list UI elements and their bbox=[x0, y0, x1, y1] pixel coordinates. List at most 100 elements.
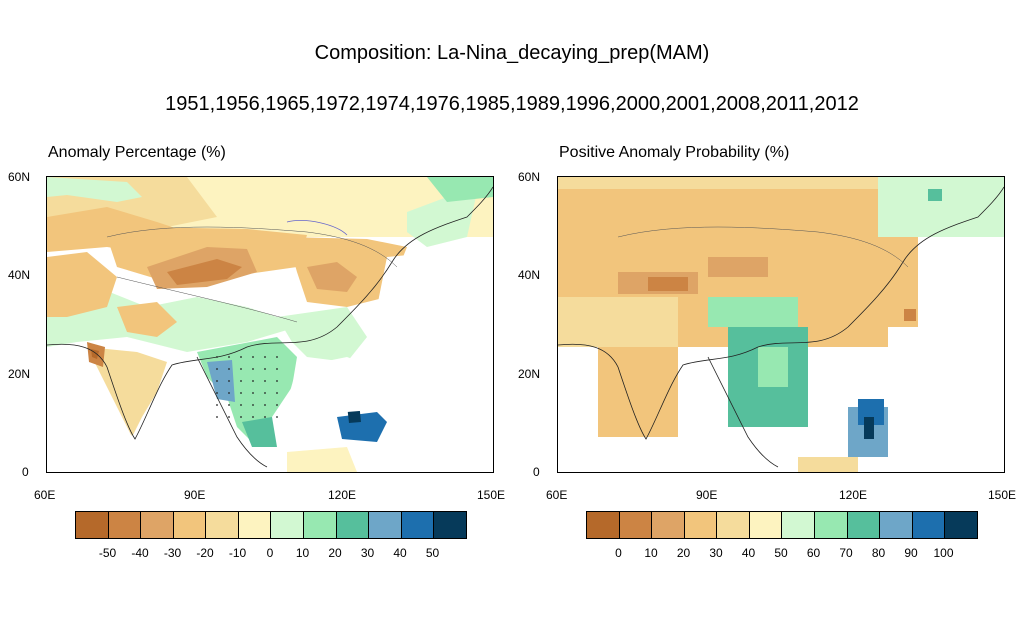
left-colorbar-swatch bbox=[108, 512, 142, 538]
right-colorbar-label: 20 bbox=[676, 546, 691, 560]
right-colorbar-swatch bbox=[619, 512, 653, 538]
significance-dot bbox=[276, 356, 278, 358]
field-north-china-core bbox=[307, 262, 357, 292]
border-lines bbox=[106, 226, 398, 268]
field-iran-dry bbox=[47, 252, 117, 317]
significance-dot bbox=[240, 380, 242, 382]
significance-dot bbox=[264, 380, 266, 382]
right-colorbar-label: 80 bbox=[871, 546, 886, 560]
right-colorbar-label: 30 bbox=[709, 546, 723, 560]
significance-dot bbox=[252, 404, 254, 406]
significance-dot bbox=[216, 380, 218, 382]
lake-baikal bbox=[286, 220, 348, 236]
left-colorbar-label: -40 bbox=[131, 546, 149, 560]
left-colorbar-label: 50 bbox=[425, 546, 440, 560]
coastline bbox=[47, 186, 493, 440]
significance-dot bbox=[228, 416, 230, 418]
right-xtick-120e: 120E bbox=[839, 488, 868, 502]
right-xtick-90e: 90E bbox=[696, 488, 718, 502]
grid-borneo bbox=[798, 457, 858, 472]
left-colorbar-swatch bbox=[271, 512, 305, 538]
grid-ne-cell bbox=[928, 189, 942, 201]
grid-tarim-core bbox=[648, 277, 688, 291]
significance-dot bbox=[240, 416, 242, 418]
grid-gansu bbox=[708, 257, 768, 277]
right-colorbar-swatch bbox=[945, 512, 977, 538]
significance-dot bbox=[240, 368, 242, 370]
right-panel-title: Positive Anomaly Probability (%) bbox=[559, 144, 790, 161]
right-xtick-60e: 60E bbox=[546, 488, 568, 502]
field-far-ne bbox=[427, 177, 493, 202]
right-ytick-60n: 60N bbox=[518, 170, 541, 184]
left-colorbar-swatch bbox=[76, 512, 109, 538]
significance-dot bbox=[252, 356, 254, 358]
grid-indochina-lo bbox=[758, 347, 788, 387]
years-title: 1951,1956,1965,1972,1974,1976,1985,1989,… bbox=[165, 93, 859, 115]
left-colorbar-swatch bbox=[434, 512, 466, 538]
grid-india bbox=[598, 347, 678, 437]
right-colorbar-swatch bbox=[717, 512, 750, 538]
right-colorbar-label: 40 bbox=[741, 546, 756, 560]
left-colorbar-label: 40 bbox=[393, 546, 407, 560]
field-tibet-dry bbox=[117, 302, 177, 337]
significance-dot bbox=[252, 392, 254, 394]
significance-dot bbox=[216, 392, 218, 394]
left-xtick-90e: 90E bbox=[184, 488, 206, 502]
significance-dot bbox=[216, 404, 218, 406]
blank-scs bbox=[808, 347, 848, 407]
right-colorbar-swatch bbox=[587, 512, 620, 538]
right-colorbar-swatch bbox=[782, 512, 816, 538]
significance-dot bbox=[264, 368, 266, 370]
left-colorbar-swatch bbox=[304, 512, 337, 538]
left-colorbar-swatch bbox=[369, 512, 402, 538]
right-ytick-20n: 20N bbox=[518, 367, 541, 381]
left-colorbar-label: -30 bbox=[163, 546, 182, 560]
significance-dot bbox=[216, 356, 218, 358]
significance-dot bbox=[240, 392, 242, 394]
right-map-svg bbox=[558, 177, 1004, 472]
field-pacific-blank bbox=[377, 247, 493, 472]
significance-dot bbox=[216, 416, 218, 418]
significance-dot bbox=[264, 392, 266, 394]
blank-west-pacific bbox=[888, 327, 918, 472]
significance-dot bbox=[264, 404, 266, 406]
left-ytick-20n: 20N bbox=[8, 367, 31, 381]
left-xtick-60e: 60E bbox=[34, 488, 56, 502]
grid-ne bbox=[878, 177, 1004, 237]
left-ytick-40n: 40N bbox=[8, 268, 31, 282]
left-colorbar-swatch bbox=[206, 512, 239, 538]
field-far-nw bbox=[47, 177, 142, 202]
left-colorbar-label: -10 bbox=[228, 546, 247, 560]
left-colorbar-swatch bbox=[141, 512, 174, 538]
left-colorbar-swatch bbox=[336, 512, 370, 538]
significance-dot bbox=[252, 368, 254, 370]
right-colorbar-swatch bbox=[684, 512, 718, 538]
right-coastline bbox=[558, 186, 1004, 440]
left-colorbar-label: 30 bbox=[360, 546, 375, 560]
significance-dot bbox=[216, 368, 218, 370]
field-scs-blank bbox=[287, 357, 407, 412]
field-borneo bbox=[287, 447, 357, 472]
border-tibet bbox=[116, 276, 298, 323]
significance-dot bbox=[228, 380, 230, 382]
left-colorbar-label: -50 bbox=[98, 546, 117, 560]
significance-dot bbox=[240, 404, 242, 406]
left-ytick-60n: 60N bbox=[8, 170, 31, 184]
significance-dot bbox=[276, 380, 278, 382]
right-colorbar-label: 70 bbox=[839, 546, 853, 560]
left-colorbar-label: -20 bbox=[196, 546, 214, 560]
right-colorbar-swatch bbox=[912, 512, 946, 538]
significance-dot bbox=[252, 380, 254, 382]
left-colorbar-swatch bbox=[238, 512, 272, 538]
blank-arabian-sea bbox=[558, 347, 598, 472]
significance-dot bbox=[240, 356, 242, 358]
field-philippines bbox=[337, 412, 387, 442]
right-ytick-40n: 40N bbox=[518, 268, 541, 282]
right-colorbar-label: 100 bbox=[933, 546, 954, 560]
right-xtick-150e: 150E bbox=[988, 488, 1017, 502]
left-colorbar-label: 10 bbox=[295, 546, 310, 560]
left-colorbar-swatch bbox=[401, 512, 435, 538]
right-colorbar-label: 10 bbox=[644, 546, 658, 560]
right-colorbar-label: 0 bbox=[615, 546, 622, 560]
significance-dot bbox=[276, 368, 278, 370]
